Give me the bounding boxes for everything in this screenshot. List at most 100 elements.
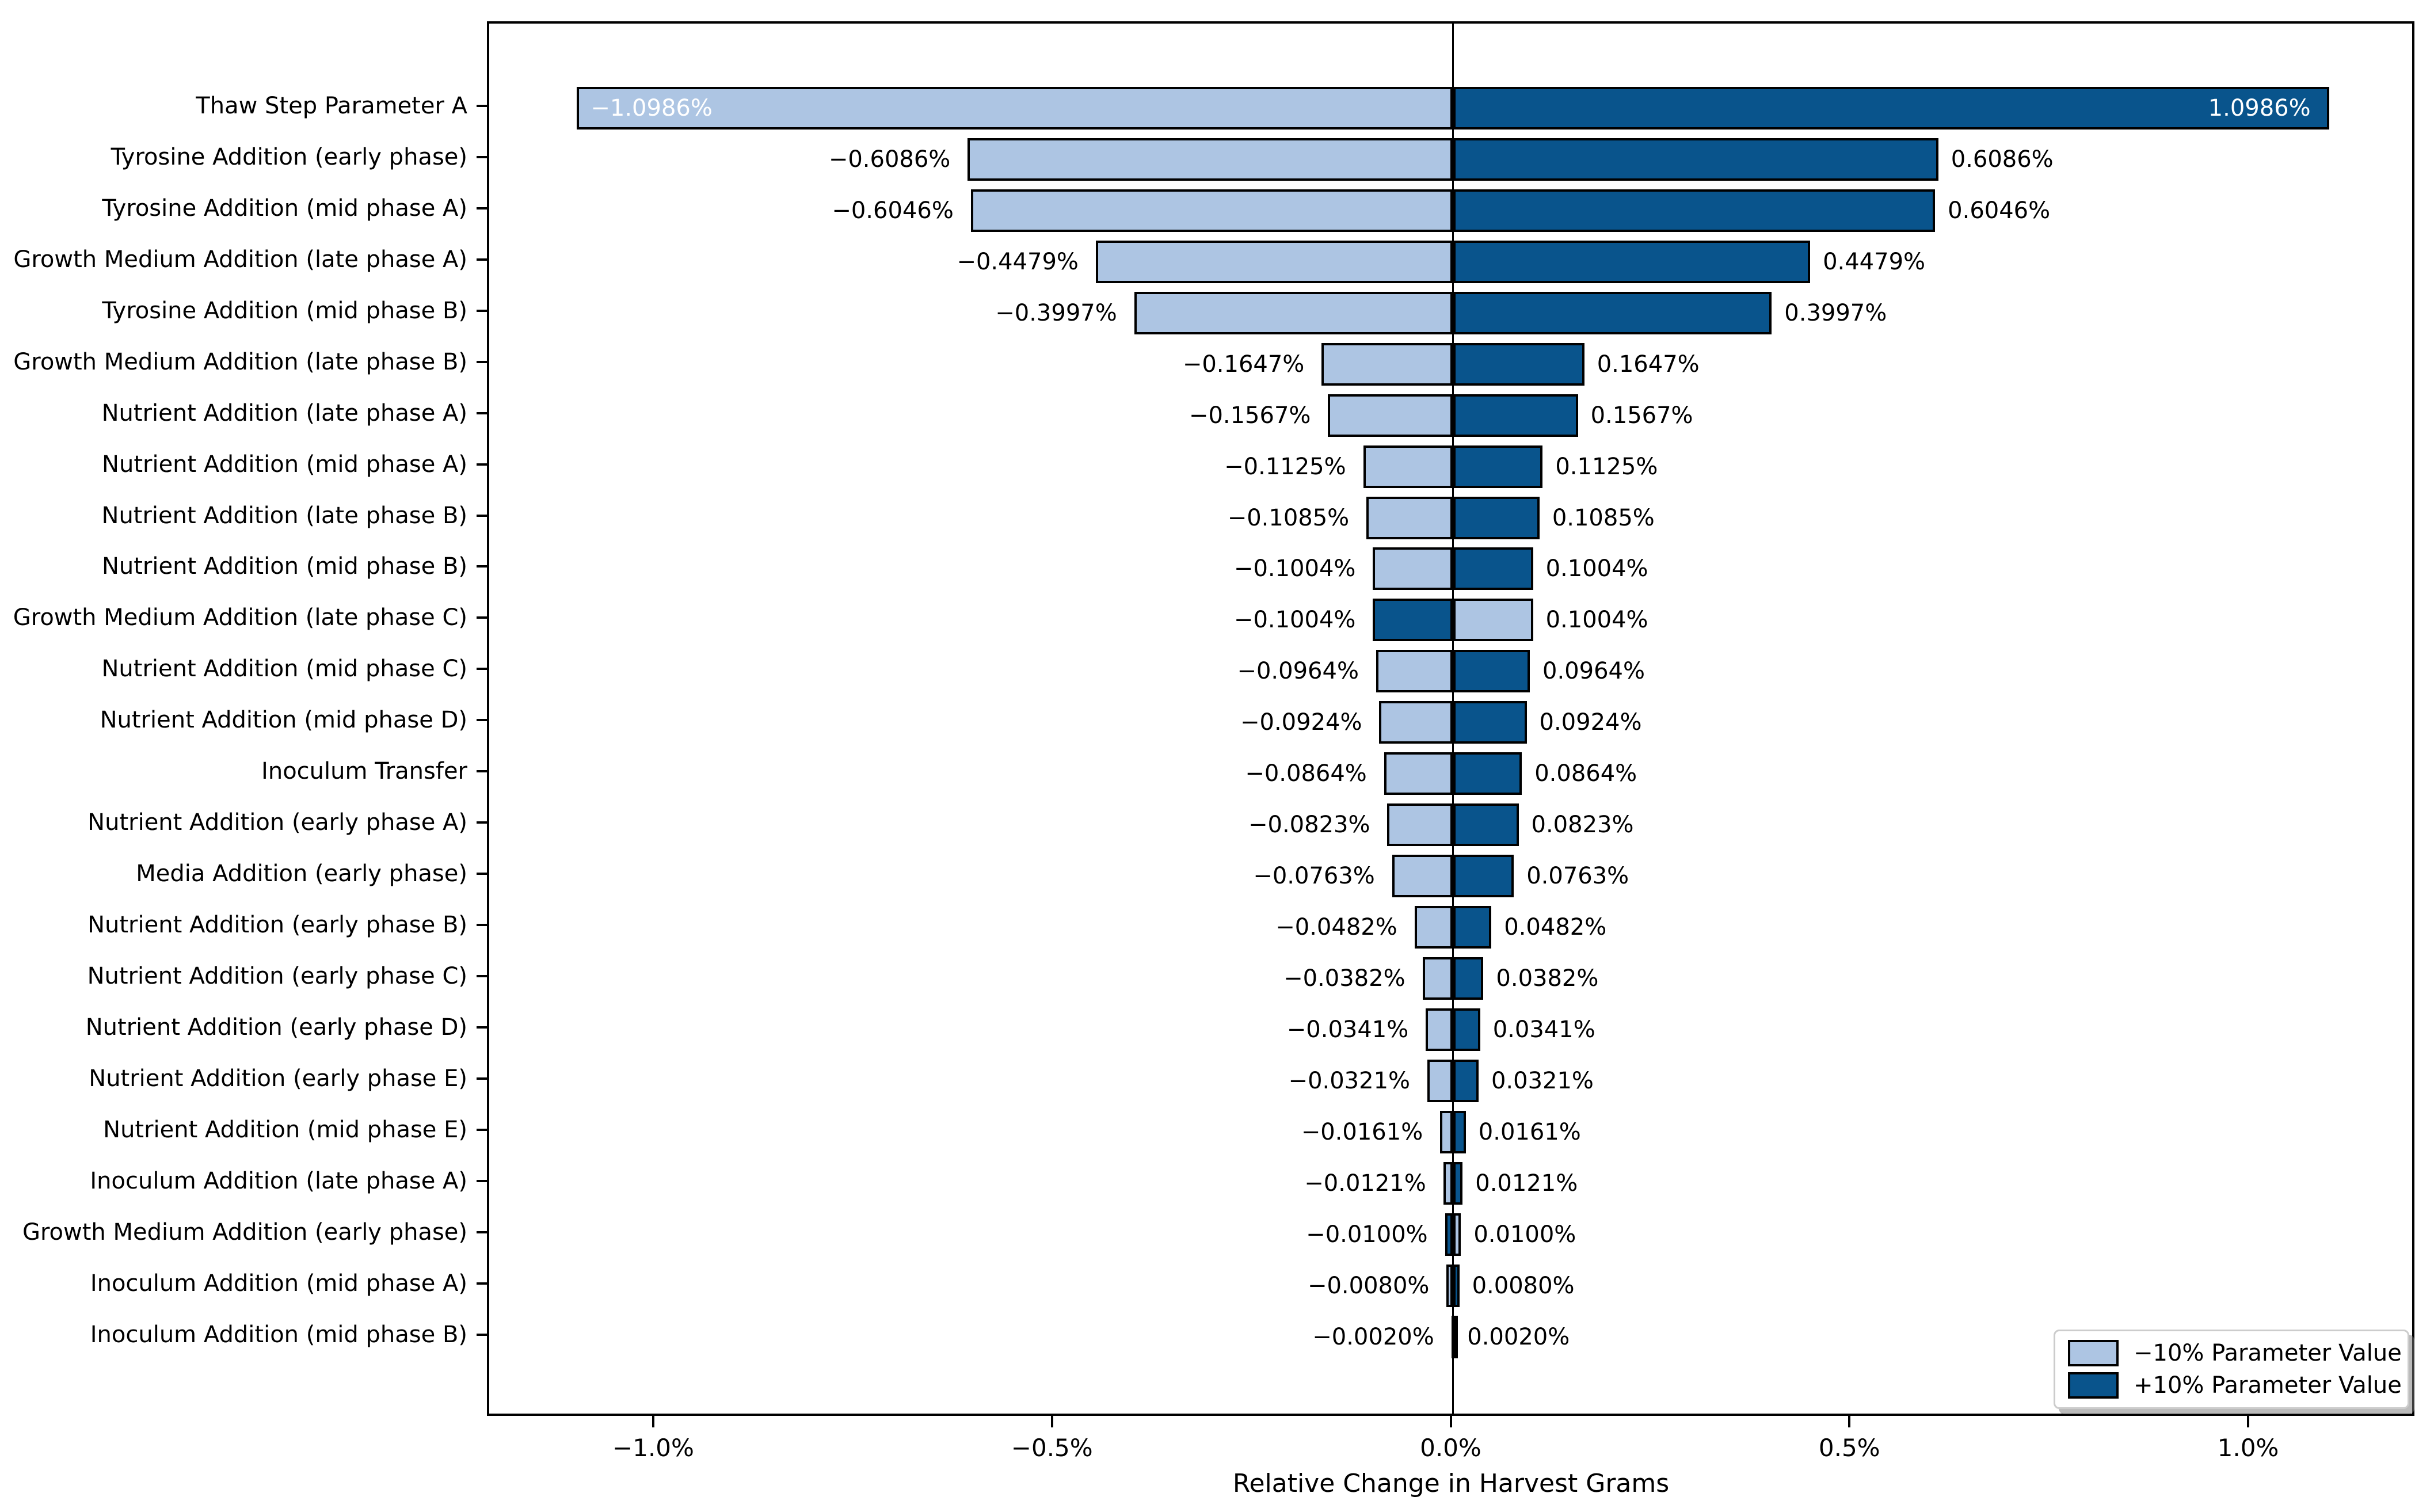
bar-value-label-positive: 0.1647% (1597, 351, 1700, 378)
bar-minus10-left (1373, 547, 1453, 590)
category-label: Growth Medium Addition (late phase A) (13, 246, 467, 273)
bar-value-label-positive: 0.0382% (1496, 965, 1599, 992)
bar-minus10-left (970, 189, 1453, 232)
x-tick-label: 1.0% (2217, 1434, 2279, 1462)
bar-minus10-left (1134, 292, 1453, 334)
bar-value-label-negative: −0.0161% (1301, 1119, 1423, 1145)
bar-value-label-positive: 0.0482% (1504, 914, 1607, 940)
bar-plus10-right (1453, 1265, 1460, 1307)
y-tick-mark (477, 360, 487, 363)
bar-value-label-positive: 0.6086% (1951, 146, 2054, 173)
bar-plus10-right (1453, 1008, 1480, 1051)
bar-value-label-negative: −0.0100% (1306, 1221, 1428, 1248)
bar-minus10-right (1453, 599, 1533, 641)
legend-label-minus10: −10% Parameter Value (2134, 1340, 2402, 1366)
bar-plus10-right (1453, 1316, 1458, 1358)
bar-value-label-negative: −0.1125% (1224, 454, 1346, 480)
category-label: Nutrient Addition (mid phase E) (103, 1117, 467, 1143)
bar-plus10-right (1453, 241, 1811, 283)
bar-plus10-right (1453, 752, 1522, 795)
y-tick-mark (477, 1077, 487, 1080)
category-label: Tyrosine Addition (early phase) (111, 144, 467, 170)
bar-value-label-negative: −0.0763% (1253, 863, 1375, 889)
legend-label-plus10: +10% Parameter Value (2134, 1372, 2402, 1399)
x-tick-label: 0.5% (1818, 1434, 1880, 1462)
bar-plus10-right (1453, 138, 1938, 181)
bar-value-label-positive: 0.0763% (1526, 863, 1629, 889)
bar-value-label-negative: −0.0924% (1240, 709, 1362, 736)
legend: −10% Parameter Value +10% Parameter Valu… (2054, 1330, 2409, 1409)
bar-value-label-negative: −0.1567% (1189, 402, 1311, 429)
y-tick-mark (477, 1333, 487, 1336)
bar-value-label-negative: −0.6046% (832, 197, 954, 224)
category-label: Growth Medium Addition (late phase B) (13, 349, 467, 375)
bar-plus10-right (1453, 701, 1527, 744)
x-tick-mark (2247, 1416, 2249, 1427)
bar-plus10-right (1453, 855, 1514, 897)
bar-value-label-positive: 0.0321% (1491, 1068, 1594, 1094)
category-label: Nutrient Addition (early phase B) (87, 912, 467, 938)
category-label: Inoculum Addition (late phase A) (90, 1168, 467, 1194)
legend-item-minus10: −10% Parameter Value (2068, 1340, 2402, 1366)
y-tick-mark (477, 1179, 487, 1182)
bar-value-label-negative: −0.0080% (1307, 1273, 1430, 1299)
bar-value-label-positive: 0.6046% (1948, 197, 2051, 224)
bar-value-label-negative: −0.0382% (1283, 965, 1405, 992)
bar-plus10-right (1453, 1060, 1479, 1102)
bar-plus10-right (1453, 650, 1530, 692)
bar-minus10-left (1095, 241, 1453, 283)
y-tick-mark (477, 463, 487, 466)
category-label: Inoculum Transfer (261, 758, 467, 784)
y-tick-mark (477, 309, 487, 312)
category-label: Nutrient Addition (early phase D) (85, 1014, 467, 1041)
bar-value-label-negative: −0.1647% (1182, 351, 1305, 378)
bar-minus10-left (1379, 701, 1453, 744)
category-label: Nutrient Addition (mid phase C) (101, 656, 467, 682)
bar-value-label-positive: 0.1004% (1545, 607, 1648, 633)
category-label: Inoculum Addition (mid phase B) (90, 1321, 467, 1348)
bar-minus10-left (577, 87, 1453, 130)
bar-minus10-left (1446, 1265, 1453, 1307)
bar-minus10-left (1384, 752, 1453, 795)
legend-item-plus10: +10% Parameter Value (2068, 1372, 2402, 1399)
y-tick-mark (477, 924, 487, 927)
x-tick-mark (652, 1416, 654, 1427)
bar-minus10-left (1414, 906, 1453, 949)
bar-plus10-right (1453, 957, 1484, 1000)
y-tick-mark (477, 258, 487, 261)
bar-value-label-positive: 0.0341% (1492, 1016, 1595, 1043)
category-label: Growth Medium Addition (late phase C) (13, 604, 467, 631)
bar-value-label-negative: −0.3997% (995, 300, 1117, 326)
bar-value-label-negative: −0.0864% (1245, 760, 1367, 787)
bar-value-label-positive: 0.0020% (1467, 1324, 1570, 1350)
bar-value-label-positive: 0.1567% (1590, 402, 1693, 429)
y-tick-mark (477, 1026, 487, 1029)
bar-value-label-negative: −0.1085% (1227, 505, 1350, 531)
y-tick-mark (477, 668, 487, 671)
bar-value-label-positive: 0.1004% (1545, 555, 1648, 582)
bar-minus10-right (1453, 1213, 1461, 1256)
bar-minus10-left (967, 138, 1453, 181)
bar-plus10-right (1453, 189, 1936, 232)
bar-minus10-left (1376, 650, 1453, 692)
bar-plus10-right (1453, 906, 1492, 949)
x-tick-label: −0.5% (1011, 1434, 1093, 1462)
bar-plus10-left (1373, 599, 1453, 641)
legend-swatch-minus10 (2068, 1340, 2119, 1366)
bar-plus10-right (1453, 445, 1543, 488)
bar-plus10-right (1453, 1111, 1466, 1153)
y-tick-mark (477, 719, 487, 722)
y-tick-mark (477, 207, 487, 210)
category-label: Nutrient Addition (early phase E) (89, 1065, 467, 1092)
y-tick-mark (477, 821, 487, 824)
bar-value-label-positive: 1.0986% (2208, 95, 2311, 121)
bar-plus10-left (1445, 1213, 1453, 1256)
bar-value-label-positive: 0.0964% (1542, 658, 1645, 684)
x-tick-mark (1449, 1416, 1452, 1427)
y-tick-mark (477, 565, 487, 568)
bar-value-label-positive: 0.0161% (1478, 1119, 1581, 1145)
bar-minus10-left (1422, 957, 1453, 1000)
y-tick-mark (477, 873, 487, 875)
y-tick-mark (477, 770, 487, 773)
